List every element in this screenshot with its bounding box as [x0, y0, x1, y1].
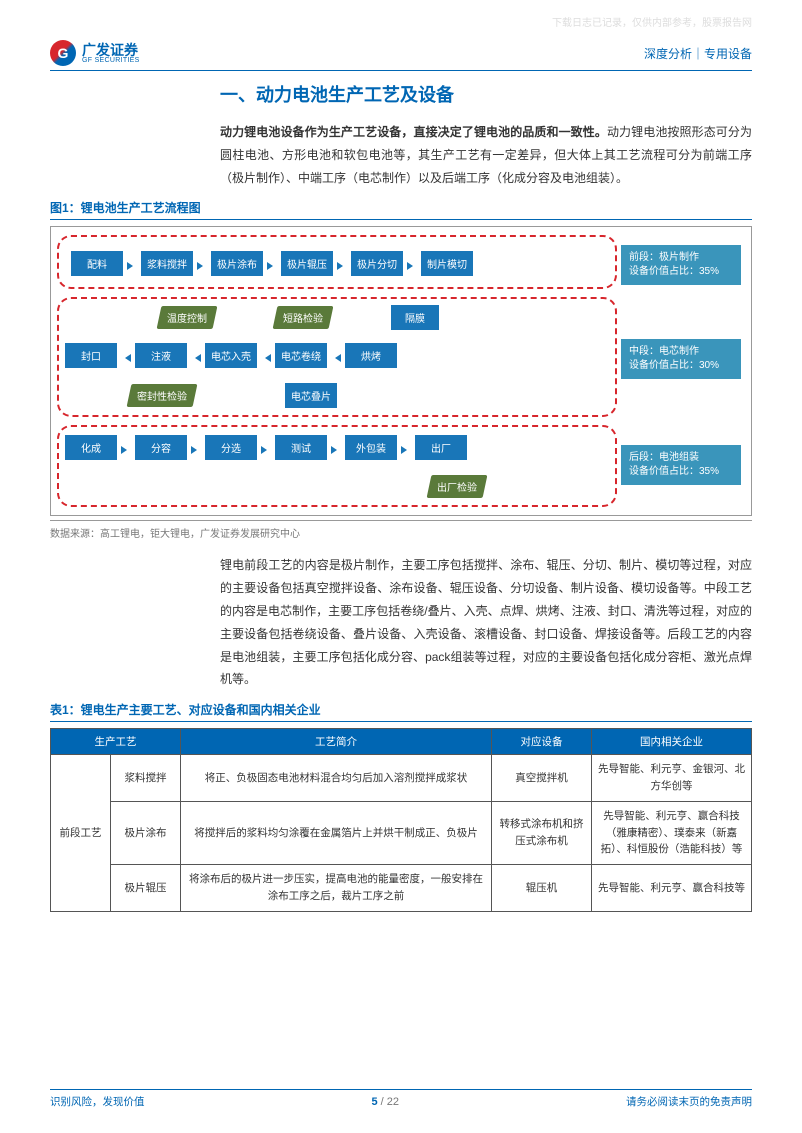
arrow-icon — [267, 259, 277, 269]
flow-check-node: 温度控制 — [157, 306, 218, 329]
paragraph-2: 锂电前段工艺的内容是极片制作，主要工序包括搅拌、涂布、辊压、分切、制片、模切等过… — [220, 554, 752, 691]
figure1-source: 数据来源：高工锂电，钜大锂电，广发证券发展研究中心 — [50, 520, 752, 540]
th-equip: 对应设备 — [492, 729, 592, 755]
logo-text-cn: 广发证券 — [82, 43, 140, 57]
flow-node: 烘烤 — [345, 343, 397, 368]
flow-check-node: 出厂检验 — [427, 475, 488, 498]
cell-firms: 先导智能、利元亨、赢合科技（雅康精密）、璞泰来（新嘉拓）、科恒股份（浩能科技）等 — [592, 801, 752, 864]
flow-node: 制片模切 — [421, 251, 473, 276]
arrow-icon — [401, 443, 411, 453]
flow-node: 极片分切 — [351, 251, 403, 276]
arrow-icon — [337, 259, 347, 269]
arrow-icon — [197, 259, 207, 269]
flow-node: 电芯叠片 — [285, 383, 337, 408]
flow-stage-2: 温度控制 短路检验 隔膜 封口 注液 电芯入壳 电芯卷绕 烘烤 密封性检验 电芯… — [57, 297, 617, 417]
flow-node: 隔膜 — [391, 305, 439, 330]
arrow-icon — [191, 351, 201, 361]
th-desc: 工艺简介 — [181, 729, 492, 755]
table-row: 前段工艺 浆料搅拌 将正、负极固态电池材料混合均匀后加入溶剂搅拌成浆状 真空搅拌… — [51, 755, 752, 802]
page-sep: / — [378, 1096, 387, 1108]
cell-firms: 先导智能、利元亨、赢合科技等 — [592, 865, 752, 912]
stage3-label: 后段：电池组装 设备价值占比：35% — [621, 445, 741, 485]
arrow-icon — [127, 259, 137, 269]
arrow-icon — [121, 443, 131, 453]
stage2-label: 中段：电芯制作 设备价值占比：30% — [621, 339, 741, 379]
header-category: 深度分析｜专用设备 — [644, 45, 752, 62]
arrow-icon — [191, 443, 201, 453]
flow-node: 注液 — [135, 343, 187, 368]
cell-desc: 将涂布后的极片进一步压实，提高电池的能量密度，一般安排在涂布工序之后，裁片工序之… — [181, 865, 492, 912]
figure1-title: 图1：锂电池生产工艺流程图 — [50, 199, 752, 220]
flow-node: 极片辊压 — [281, 251, 333, 276]
cell-equip: 真空搅拌机 — [492, 755, 592, 802]
flow-node: 分容 — [135, 435, 187, 460]
arrow-icon — [121, 351, 131, 361]
flow-check-node: 密封性检验 — [127, 384, 198, 407]
flow-check-node: 短路检验 — [273, 306, 334, 329]
table1-title: 表1：锂电生产主要工艺、对应设备和国内相关企业 — [50, 701, 752, 722]
stage-label-line: 前段：极片制作 — [629, 251, 733, 265]
footer-left: 识别风险，发现价值 — [50, 1094, 145, 1109]
flow-stage-3: 化成 分容 分选 测试 外包装 出厂 出厂检验 — [57, 425, 617, 507]
page-total: 22 — [387, 1096, 399, 1108]
cell-name: 极片涂布 — [111, 801, 181, 864]
flow-node: 封口 — [65, 343, 117, 368]
table-row: 极片辊压 将涂布后的极片进一步压实，提高电池的能量密度，一般安排在涂布工序之后，… — [51, 865, 752, 912]
watermark-text: 下载日志已记录，仅供内部参考，股票报告网 — [552, 14, 752, 29]
page-footer: 识别风险，发现价值 5 / 22 请务必阅读末页的免责声明 — [50, 1089, 752, 1109]
footer-right: 请务必阅读末页的免责声明 — [626, 1094, 752, 1109]
row-group: 前段工艺 — [51, 755, 111, 912]
arrow-icon — [261, 351, 271, 361]
flow-node: 浆料搅拌 — [141, 251, 193, 276]
cell-equip: 辊压机 — [492, 865, 592, 912]
stage-label-line: 设备价值占比：30% — [629, 359, 733, 373]
para1-bold: 动力锂电池设备作为生产工艺设备，直接决定了锂电池的品质和一致性。 — [220, 125, 607, 139]
flow-node: 分选 — [205, 435, 257, 460]
cell-name: 浆料搅拌 — [111, 755, 181, 802]
table1: 生产工艺 工艺简介 对应设备 国内相关企业 前段工艺 浆料搅拌 将正、负极固态电… — [50, 728, 752, 912]
cell-desc: 将搅拌后的浆料均匀涂覆在金属箔片上并烘干制成正、负极片 — [181, 801, 492, 864]
cell-desc: 将正、负极固态电池材料混合均匀后加入溶剂搅拌成浆状 — [181, 755, 492, 802]
stage-label-line: 设备价值占比：35% — [629, 465, 733, 479]
flow-node: 配料 — [71, 251, 123, 276]
cell-name: 极片辊压 — [111, 865, 181, 912]
arrow-icon — [331, 351, 341, 361]
paragraph-1: 动力锂电池设备作为生产工艺设备，直接决定了锂电池的品质和一致性。动力锂电池按照形… — [220, 121, 752, 189]
th-process: 生产工艺 — [51, 729, 181, 755]
section-title: 一、动力电池生产工艺及设备 — [220, 81, 752, 107]
page-header: G 广发证券 GF SECURITIES 深度分析｜专用设备 — [50, 40, 752, 71]
table-row: 极片涂布 将搅拌后的浆料均匀涂覆在金属箔片上并烘干制成正、负极片 转移式涂布机和… — [51, 801, 752, 864]
stage-label-line: 后段：电池组装 — [629, 451, 733, 465]
arrow-icon — [407, 259, 417, 269]
stage-label-line: 设备价值占比：35% — [629, 265, 733, 279]
stage1-label: 前段：极片制作 设备价值占比：35% — [621, 245, 741, 285]
logo-text-en: GF SECURITIES — [82, 57, 140, 64]
flow-node: 极片涂布 — [211, 251, 263, 276]
flow-node: 测试 — [275, 435, 327, 460]
arrow-icon — [261, 443, 271, 453]
flow-node: 外包装 — [345, 435, 397, 460]
logo-icon: G — [50, 40, 76, 66]
flowchart: 配料 浆料搅拌 极片涂布 极片辊压 极片分切 制片模切 前段：极片制作 设备价值… — [50, 226, 752, 516]
flow-stage-1: 配料 浆料搅拌 极片涂布 极片辊压 极片分切 制片模切 — [57, 235, 617, 289]
stage-label-line: 中段：电芯制作 — [629, 345, 733, 359]
cell-equip: 转移式涂布机和挤压式涂布机 — [492, 801, 592, 864]
flow-node: 电芯卷绕 — [275, 343, 327, 368]
flow-node: 电芯入壳 — [205, 343, 257, 368]
flow-node: 化成 — [65, 435, 117, 460]
arrow-icon — [331, 443, 341, 453]
flow-node: 出厂 — [415, 435, 467, 460]
logo: G 广发证券 GF SECURITIES — [50, 40, 140, 66]
cell-firms: 先导智能、利元亨、金银河、北方华创等 — [592, 755, 752, 802]
page-number: 5 / 22 — [145, 1096, 627, 1108]
th-firms: 国内相关企业 — [592, 729, 752, 755]
